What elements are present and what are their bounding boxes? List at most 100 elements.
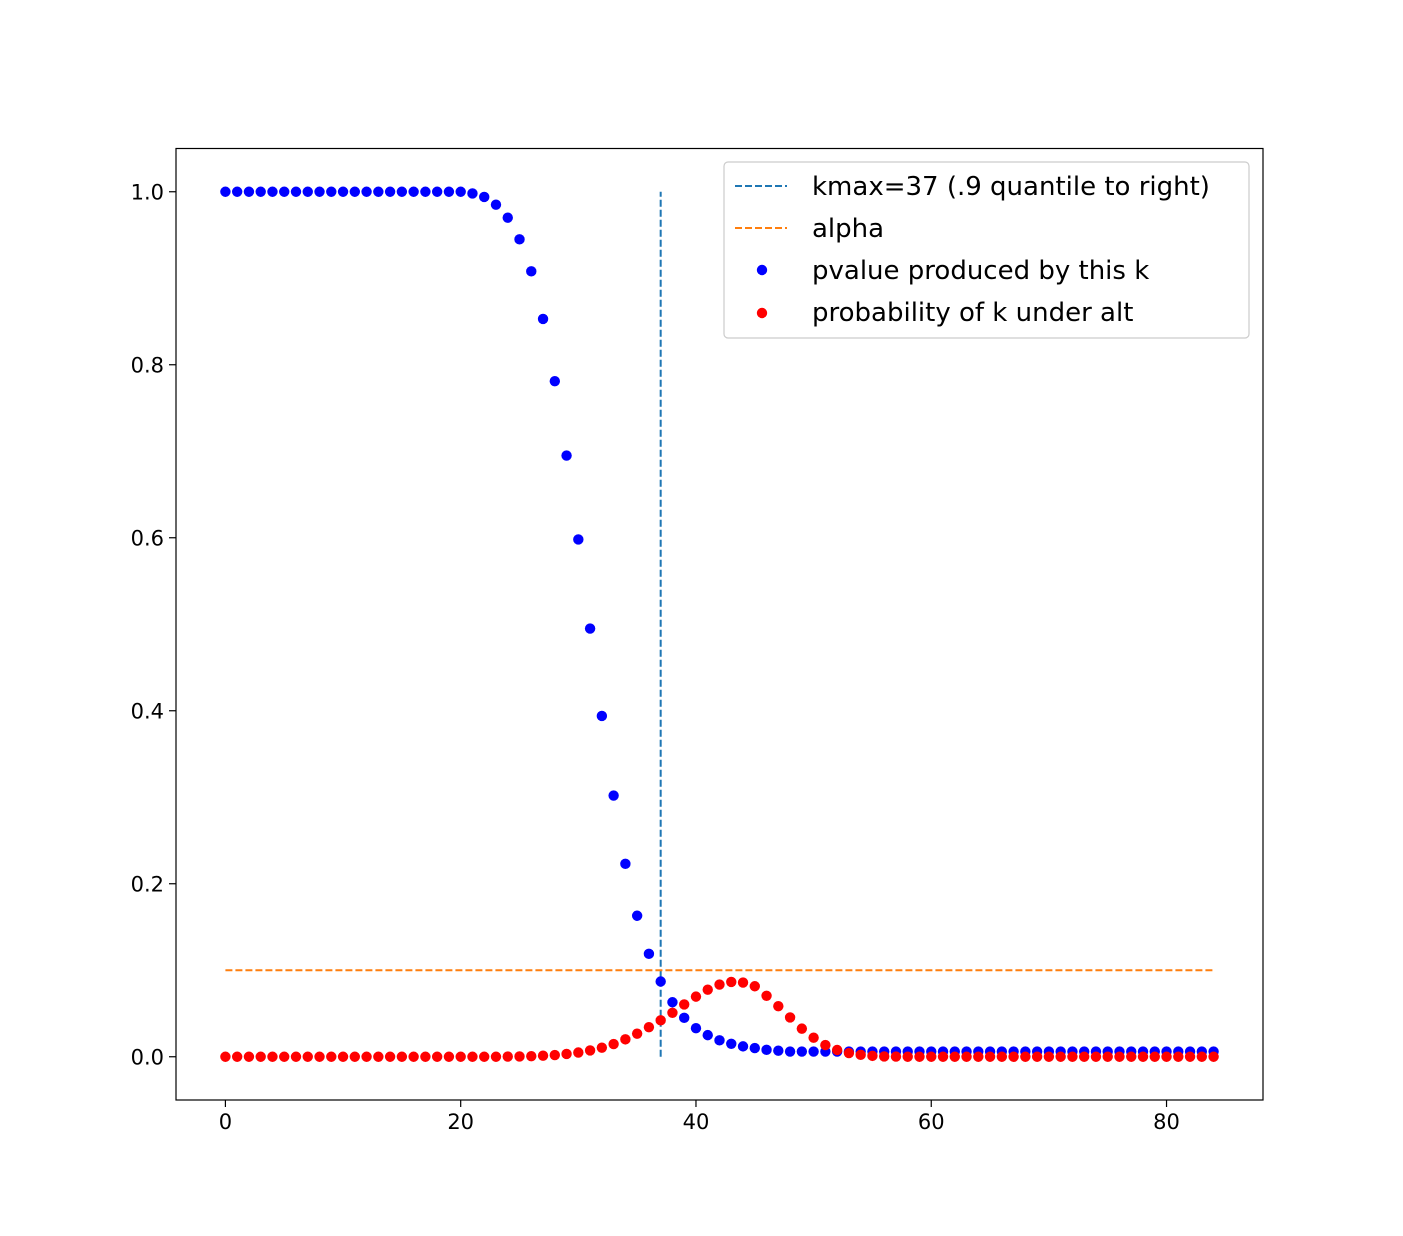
alt-probability-point (690, 991, 702, 1002)
x-tick-label: 40 (683, 1110, 710, 1134)
alt-probability-point (831, 1044, 843, 1056)
pvalue-point (620, 858, 631, 870)
legend-label-alpha: alpha (812, 214, 884, 244)
legend-swatch-alt-probability-dot (756, 307, 768, 319)
y-tick-label: 0.2 (131, 872, 164, 896)
alt-probability-point (420, 1051, 431, 1062)
pvalue-point (549, 375, 561, 387)
alt-probability-point (890, 1051, 902, 1062)
x-axis-ticks: 0 20 40 60 80 (219, 1100, 1180, 1134)
alt-probability-point (761, 990, 772, 1001)
alt-probability-point (749, 981, 760, 992)
alt-probability-point (290, 1051, 302, 1062)
pvalue-point (726, 1038, 737, 1049)
alt-probability-point (867, 1050, 878, 1062)
alt-probability-point (773, 1000, 784, 1012)
pvalue-point (561, 450, 572, 461)
pvalue-point (290, 186, 302, 197)
alt-probability-point (220, 1051, 231, 1062)
alt-probability-point (279, 1051, 290, 1062)
alt-probability-point (255, 1051, 266, 1062)
alt-probability-point (878, 1051, 890, 1062)
pvalue-point (361, 186, 372, 197)
alt-probability-point (1043, 1051, 1055, 1062)
alt-probability-point (467, 1051, 478, 1062)
y-tick-label: 0.4 (131, 699, 164, 723)
pvalue-point (243, 186, 255, 197)
x-tick-label: 80 (1153, 1110, 1180, 1134)
alt-probability-point (973, 1051, 984, 1062)
pvalue-point (384, 186, 396, 197)
alt-probability-point (1137, 1051, 1149, 1062)
alt-probability-point (314, 1051, 325, 1062)
alt-probability-point (620, 1034, 631, 1045)
alt-probability-point (702, 984, 713, 995)
alt-probability-point (984, 1051, 996, 1062)
pvalue-point (714, 1035, 725, 1046)
y-tick-label: 0.0 (131, 1045, 164, 1069)
y-tick-label: 0.8 (131, 353, 164, 377)
alt-probability-point (679, 999, 690, 1010)
x-tick-label: 60 (918, 1110, 945, 1134)
pvalue-point (796, 1046, 808, 1057)
pvalue-point (784, 1046, 796, 1057)
alt-probability-point (596, 1042, 608, 1053)
alt-probability-point (1090, 1051, 1102, 1062)
pvalue-point (584, 623, 596, 634)
legend-swatch-pvalue-dot (756, 264, 768, 276)
alt-probability-point (1114, 1051, 1125, 1062)
alt-probability-point (408, 1051, 419, 1062)
alt-probability-point (1020, 1051, 1031, 1062)
legend-label-pvalue: pvalue produced by this k (812, 256, 1149, 286)
alt-probability-point (1078, 1051, 1090, 1062)
pvalue-point (314, 186, 325, 197)
alt-probability-point (855, 1049, 866, 1061)
alt-probability-point (573, 1047, 584, 1058)
pvalue-point (702, 1029, 713, 1041)
pvalue-point (349, 186, 361, 197)
pvalue-point (737, 1041, 749, 1052)
pvalue-point (655, 976, 666, 987)
alt-probability-point (267, 1051, 278, 1062)
pvalue-point (608, 790, 619, 801)
pvalue-point (479, 191, 490, 203)
legend-label-alt-probability: probability of k under alt (812, 298, 1133, 328)
pvalue-point (467, 188, 478, 199)
alt-probability-point (490, 1051, 502, 1062)
alt-probability-point (561, 1048, 572, 1060)
data-points (220, 186, 1219, 1062)
alt-probability-point (1196, 1051, 1208, 1062)
pvalue-point (749, 1042, 760, 1054)
pvalue-point (326, 186, 337, 197)
alt-probability-point (396, 1051, 408, 1062)
alt-probability-point (631, 1028, 643, 1039)
alt-probability-point (608, 1038, 619, 1050)
alt-probability-point (349, 1051, 361, 1062)
alt-probability-point (1208, 1051, 1219, 1062)
pvalue-point (573, 534, 584, 545)
pvalue-point (761, 1044, 772, 1056)
alt-probability-point (514, 1051, 525, 1062)
y-tick-label: 0.6 (131, 526, 164, 550)
pvalue-point (255, 186, 266, 197)
pvalue-point (455, 186, 466, 197)
pvalue-point (408, 186, 419, 197)
alt-probability-point (926, 1051, 937, 1062)
alt-probability-point (808, 1032, 819, 1043)
pvalue-point (690, 1023, 702, 1034)
alt-probability-point (667, 1007, 678, 1019)
alt-probability-point (902, 1051, 913, 1062)
alt-probability-point (1126, 1051, 1137, 1062)
pvalue-point (631, 910, 643, 921)
alt-probability-point (1161, 1051, 1172, 1062)
alt-probability-point (996, 1051, 1008, 1062)
reference-lines (225, 191, 1214, 1057)
plot-area-frame (175, 147, 1264, 1101)
alt-probability-point (937, 1051, 949, 1062)
pvalue-point (537, 313, 549, 325)
alt-probability-point (502, 1051, 513, 1062)
alt-probability-point (796, 1023, 808, 1034)
alt-probability-point (1173, 1051, 1184, 1062)
alt-probability-point (1149, 1051, 1160, 1062)
pvalue-point (431, 186, 443, 197)
